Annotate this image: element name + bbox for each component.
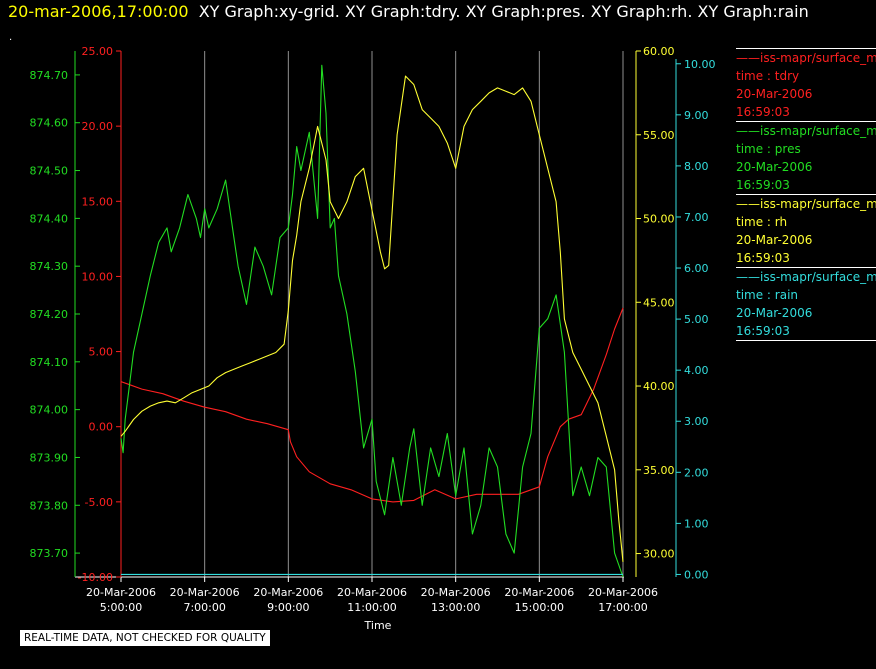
rain-axis-tick-label: 10.00: [684, 58, 716, 71]
tdry-axis-tick-label: 20.00: [82, 120, 114, 133]
x-tick-label-time: 17:00:00: [598, 601, 647, 614]
legend-date: 20-Mar-2006: [736, 233, 813, 247]
pres-axis-tick-label: 874.20: [30, 308, 69, 321]
x-tick-label-date: 20-Mar-2006: [421, 586, 491, 599]
legend-time: 16:59:03: [736, 324, 790, 338]
chart-title: 20-mar-2006,17:00:00 XY Graph:xy-grid. X…: [8, 2, 809, 21]
x-tick-label-time: 13:00:00: [431, 601, 480, 614]
rain-axis-tick-label: 6.00: [684, 262, 709, 275]
rain-axis-tick-label: 2.00: [684, 466, 709, 479]
legend-source: ——iss-mapr/surface_m: [736, 51, 876, 65]
rh-axis-tick-label: 50.00: [643, 213, 675, 226]
tdry-axis-tick-label: 5.00: [89, 346, 114, 359]
pres-axis-tick-label: 874.40: [30, 212, 69, 225]
rain-axis-tick-label: 5.00: [684, 313, 709, 326]
legend-date: 20-Mar-2006: [736, 87, 813, 101]
x-tick-label-date: 20-Mar-2006: [504, 586, 574, 599]
legend-separator: [736, 194, 876, 195]
rain-axis-tick-label: 9.00: [684, 109, 709, 122]
x-tick-label-date: 20-Mar-2006: [588, 586, 658, 599]
tdry-axis-tick-label: -5.00: [85, 496, 113, 509]
pres-axis-tick-label: 874.30: [30, 260, 69, 273]
x-tick-label-date: 20-Mar-2006: [86, 586, 156, 599]
legend-source: ——iss-mapr/surface_m: [736, 124, 876, 138]
legend-field: time : pres: [736, 142, 801, 156]
series-line-pres: [120, 64, 624, 578]
rain-axis-tick-label: 7.00: [684, 211, 709, 224]
pres-axis-tick-label: 874.60: [30, 117, 69, 130]
header-dot: .: [9, 32, 13, 43]
legend-field: time : tdry: [736, 69, 800, 83]
legend-time: 16:59:03: [736, 251, 790, 265]
legend-separator: [736, 48, 876, 49]
legend-date: 20-Mar-2006: [736, 160, 813, 174]
tdry-axis-tick-label: 0.00: [89, 421, 114, 434]
header-graph-list: XY Graph:xy-grid. XY Graph:tdry. XY Grap…: [198, 2, 809, 21]
legend-source: ——iss-mapr/surface_m: [736, 270, 876, 284]
rain-axis-tick-label: 3.00: [684, 415, 709, 428]
x-tick-label-time: 15:00:00: [515, 601, 564, 614]
pres-axis-tick-label: 874.70: [30, 69, 69, 82]
tdry-axis-tick-label: 25.00: [82, 45, 114, 58]
x-tick-label-date: 20-Mar-2006: [253, 586, 323, 599]
rh-axis-tick-label: 55.00: [643, 129, 675, 142]
rain-axis-tick-label: 8.00: [684, 160, 709, 173]
legend-date: 20-Mar-2006: [736, 306, 813, 320]
pres-axis-tick-label: 873.80: [30, 499, 69, 512]
x-tick-label-date: 20-Mar-2006: [170, 586, 240, 599]
pres-axis-tick-label: 874.10: [30, 356, 69, 369]
legend-time: 16:59:03: [736, 105, 790, 119]
rh-axis-tick-label: 45.00: [643, 296, 675, 309]
pres-axis-tick-label: 873.90: [30, 451, 69, 464]
tdry-axis-tick-label: 10.00: [82, 270, 114, 283]
legend-source: ——iss-mapr/surface_m: [736, 197, 876, 211]
rain-axis-tick-label: 4.00: [684, 364, 709, 377]
rain-axis-tick-label: 0.00: [684, 568, 709, 581]
pres-axis-tick-label: 874.00: [30, 404, 69, 417]
x-tick-label-time: 11:00:00: [347, 601, 396, 614]
rh-axis-tick-label: 40.00: [643, 380, 675, 393]
quality-note: REAL-TIME DATA, NOT CHECKED FOR QUALITY: [20, 630, 270, 646]
tdry-axis-tick-label: 15.00: [82, 195, 114, 208]
rh-axis-tick-label: 30.00: [643, 548, 675, 561]
legend: ——iss-mapr/surface_m time : tdry 20-Mar-20…: [736, 48, 876, 341]
pres-axis-tick-label: 873.70: [30, 547, 69, 560]
rain-axis-tick-label: 1.00: [684, 517, 709, 530]
rh-axis-tick-label: 60.00: [643, 45, 675, 58]
pres-axis-tick-label: 874.50: [30, 165, 69, 178]
legend-field: time : rh: [736, 215, 788, 229]
series-line-rh: [120, 75, 624, 562]
legend-time: 16:59:03: [736, 178, 790, 192]
x-tick-label-date: 20-Mar-2006: [337, 586, 407, 599]
tdry-axis-tick-label: -10.00: [78, 571, 113, 584]
legend-separator: [736, 121, 876, 122]
x-tick-label-time: 9:00:00: [267, 601, 309, 614]
rh-axis-tick-label: 35.00: [643, 464, 675, 477]
x-tick-label-time: 5:00:00: [100, 601, 142, 614]
legend-separator: [736, 340, 876, 341]
legend-separator: [736, 267, 876, 268]
x-tick-label-time: 7:00:00: [183, 601, 225, 614]
legend-field: time : rain: [736, 288, 799, 302]
header-timestamp: 20-mar-2006,17:00:00: [8, 2, 189, 21]
x-axis-label: Time: [364, 619, 392, 632]
